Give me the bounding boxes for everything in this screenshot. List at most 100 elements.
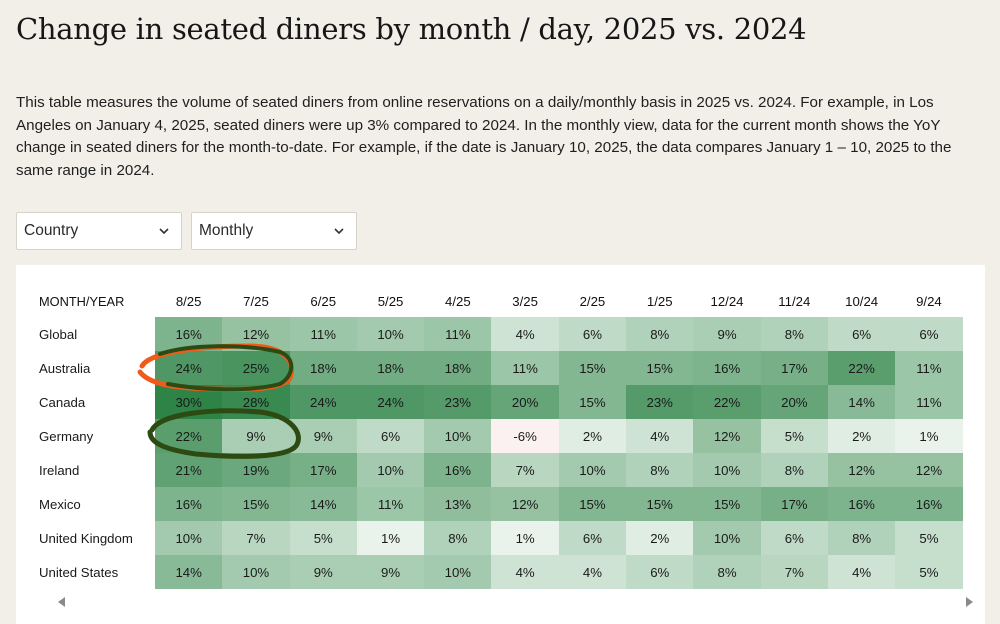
heatmap-cell: 1%: [491, 521, 559, 555]
heatmap-cell: 15%: [626, 487, 694, 521]
chevron-down-icon: [157, 224, 171, 238]
heatmap-cell: 17%: [760, 351, 828, 385]
row-label: Australia: [36, 351, 155, 385]
heatmap-cell: 14%: [827, 385, 896, 419]
heatmap-cell: 9%: [222, 419, 290, 453]
heatmap-table: MONTH/YEAR 8/25 7/25 6/25 5/25 4/25 3/25…: [36, 285, 963, 589]
region-select[interactable]: Country: [16, 212, 182, 250]
heatmap-cell: 12%: [693, 419, 761, 453]
heatmap-cell: 10%: [424, 419, 492, 453]
heatmap-cell: 15%: [558, 351, 627, 385]
period-select[interactable]: Monthly: [191, 212, 357, 250]
column-header: 1/25: [646, 293, 673, 309]
heatmap-cell: 18%: [356, 351, 425, 385]
table-row: Mexico 16% 15% 14% 11% 13% 12% 15% 15% 15% 17% 16% 1…: [36, 487, 963, 521]
table-row: United States 14% 10% 9% 9% 10% 4% 4% 6% 8% 7% 4% 5%: [36, 555, 963, 589]
heatmap-cell: 21%: [155, 453, 223, 487]
heatmap-cell: 10%: [693, 453, 761, 487]
heatmap-cell: 23%: [626, 385, 694, 419]
row-label: United States: [36, 555, 155, 589]
heatmap-cell: 18%: [289, 351, 357, 385]
heatmap-cell: 15%: [558, 385, 627, 419]
heatmap-cell: 5%: [895, 521, 963, 555]
row-label: Mexico: [36, 487, 155, 521]
column-header: 12/24: [710, 293, 744, 309]
heatmap-cell: 8%: [760, 317, 828, 351]
row-label: Canada: [36, 385, 155, 419]
heatmap-cell: 15%: [558, 487, 627, 521]
heatmap-cell: 23%: [424, 385, 492, 419]
heatmap-cell: 16%: [693, 351, 761, 385]
table-row: Australia 24% 25% 18% 18% 18% 11% 15% 15% 16% 17% 2…: [36, 351, 963, 385]
heatmap-cell: 12%: [827, 453, 896, 487]
triangle-right-icon[interactable]: [966, 597, 973, 607]
column-header: 2/25: [579, 293, 606, 309]
heatmap-cell: 17%: [289, 453, 357, 487]
heatmap-cell: 20%: [491, 385, 559, 419]
heatmap-cell: 28%: [222, 385, 290, 419]
heatmap-cell: 7%: [491, 453, 559, 487]
table-row: Global 16% 12% 11% 10% 11% 4% 6% 8% 9% 8% 6% 6%: [36, 317, 963, 351]
row-label: Global: [36, 317, 155, 351]
heatmap-cell: 20%: [760, 385, 828, 419]
heatmap-cell: 25%: [222, 351, 290, 385]
column-header: 6/25: [310, 293, 337, 309]
heatmap-cell: 8%: [626, 453, 694, 487]
heatmap-cell: 24%: [356, 385, 425, 419]
heatmap-cell: 5%: [760, 419, 828, 453]
heatmap-cell: 6%: [626, 555, 694, 589]
heatmap-cell: 30%: [155, 385, 223, 419]
heatmap-table-card: MONTH/YEAR 8/25 7/25 6/25 5/25 4/25 3/25…: [16, 265, 985, 624]
heatmap-cell: 12%: [491, 487, 559, 521]
heatmap-cell: 5%: [895, 555, 963, 589]
column-header: 10/24: [845, 293, 879, 309]
row-label: Ireland: [36, 453, 155, 487]
page-title: Change in seated diners by month / day, …: [16, 12, 807, 46]
triangle-left-icon[interactable]: [58, 597, 65, 607]
heatmap-cell: 11%: [895, 351, 963, 385]
heatmap-cell: 2%: [558, 419, 627, 453]
column-header: 11/24: [778, 293, 811, 309]
heatmap-cell: 16%: [424, 453, 492, 487]
heatmap-cell: 13%: [424, 487, 492, 521]
row-label: United Kingdom: [36, 521, 155, 555]
heatmap-cell: 11%: [289, 317, 357, 351]
column-header: 3/25: [512, 293, 538, 309]
heatmap-cell: 10%: [356, 453, 425, 487]
column-header: 8/25: [175, 293, 202, 309]
heatmap-cell: 5%: [289, 521, 357, 555]
heatmap-cell: 11%: [895, 385, 963, 419]
table-row: Canada 30% 28% 24% 24% 23% 20% 15% 23% 22% 20% 14% 1…: [36, 385, 963, 419]
heatmap-cell: 9%: [289, 419, 357, 453]
heatmap-cell: 6%: [558, 317, 627, 351]
heatmap-cell: 4%: [827, 555, 896, 589]
column-header: 4/25: [445, 293, 471, 309]
heatmap-cell: 6%: [895, 317, 963, 351]
heatmap-cell: 24%: [155, 351, 223, 385]
table-header-row: MONTH/YEAR 8/25 7/25 6/25 5/25 4/25 3/25…: [36, 285, 963, 317]
heatmap-cell: 6%: [760, 521, 828, 555]
heatmap-cell: 15%: [693, 487, 761, 521]
heatmap-cell: 8%: [827, 521, 896, 555]
heatmap-cell: 12%: [222, 317, 290, 351]
heatmap-cell: 4%: [558, 555, 627, 589]
period-select-value: Monthly: [199, 222, 254, 239]
heatmap-cell: 4%: [626, 419, 694, 453]
heatmap-cell: 10%: [222, 555, 290, 589]
heatmap-cell: 7%: [222, 521, 290, 555]
heatmap-cell: 22%: [693, 385, 761, 419]
heatmap-cell: 8%: [626, 317, 694, 351]
heatmap-cell: 4%: [491, 317, 559, 351]
heatmap-cell: 6%: [827, 317, 896, 351]
corner-header: MONTH/YEAR: [39, 293, 125, 309]
page-description: This table measures the volume of seated…: [16, 94, 952, 179]
heatmap-cell: 11%: [356, 487, 425, 521]
heatmap-cell: 4%: [491, 555, 559, 589]
column-header: 9/24: [916, 293, 942, 309]
heatmap-cell: 19%: [222, 453, 290, 487]
heatmap-cell: 16%: [827, 487, 896, 521]
heatmap-cell: 8%: [693, 555, 761, 589]
heatmap-cell: 10%: [356, 317, 425, 351]
heatmap-cell: 8%: [424, 521, 492, 555]
heatmap-cell: 2%: [827, 419, 896, 453]
